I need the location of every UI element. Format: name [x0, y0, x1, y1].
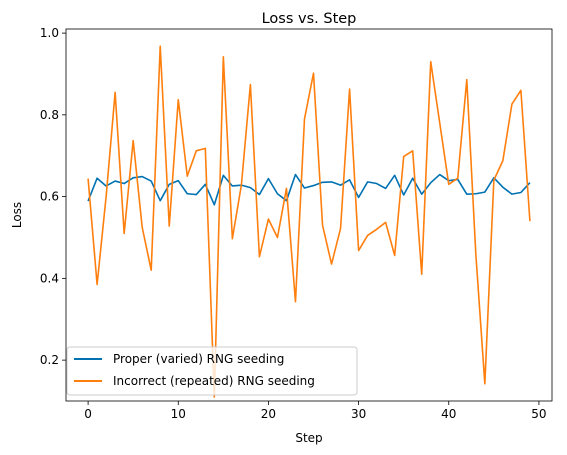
x-tick-label: 10 [171, 407, 186, 421]
plot-area: 0 10 20 30 40 50 0.2 0.4 0.6 0.8 1.0 [40, 26, 553, 421]
legend-label-incorrect: Incorrect (repeated) RNG seeding [113, 374, 315, 388]
x-tick-label: 30 [351, 407, 366, 421]
y-tick-label: 0.8 [40, 108, 59, 122]
y-axis-ticks: 0.2 0.4 0.6 0.8 1.0 [40, 26, 66, 367]
chart-title: Loss vs. Step [262, 11, 357, 27]
x-axis-label: Step [295, 431, 322, 445]
legend-box [66, 346, 358, 396]
y-tick-label: 0.2 [40, 353, 59, 367]
x-tick-label: 50 [531, 407, 546, 421]
y-tick-label: 0.6 [40, 190, 59, 204]
x-tick-label: 0 [84, 407, 92, 421]
y-tick-label: 1.0 [40, 26, 59, 40]
series-layer [87, 45, 531, 398]
y-axis-label: Loss [10, 202, 24, 228]
series-line-incorrect [87, 45, 531, 398]
x-tick-label: 20 [261, 407, 276, 421]
legend: Proper (varied) RNG seeding Incorrect (r… [66, 346, 358, 396]
y-tick-label: 0.4 [40, 271, 59, 285]
x-tick-label: 40 [441, 407, 456, 421]
plot-frame [65, 28, 553, 402]
x-axis-ticks: 0 10 20 30 40 50 [84, 401, 547, 421]
legend-label-proper: Proper (varied) RNG seeding [113, 352, 284, 366]
